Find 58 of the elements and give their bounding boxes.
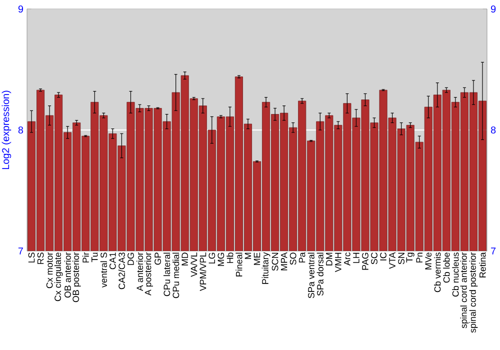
x-tick-label: VMH <box>335 252 342 272</box>
x-tick-label: SC <box>371 252 378 264</box>
x-tick-label: Cb lobe <box>443 252 450 283</box>
x-tick-label: Tg <box>406 252 414 262</box>
x-tick-label: Cx motor <box>46 252 53 288</box>
x-tick-label: OB anterior <box>64 252 71 298</box>
x-tick-label: CPu medial <box>172 252 180 298</box>
x-tick-label: VTA <box>389 252 396 269</box>
y-axis-title: Log2 (expression) <box>2 90 12 170</box>
x-tick-label: DG <box>128 252 134 265</box>
x-tick-label: SPa ventral <box>308 252 314 298</box>
x-tick-label: Pineal <box>236 252 242 276</box>
x-tick-label: CPu lateral <box>164 252 170 296</box>
x-tick-label: Retina <box>479 252 486 278</box>
x-tick-label: DM <box>326 252 332 266</box>
y-tick-label: 7 <box>18 248 23 254</box>
x-tick-label: ME <box>254 252 260 265</box>
x-tick-label: OB posterior <box>72 252 81 302</box>
x-tick-label: ventral S <box>100 252 107 288</box>
y2-tick-label: 7 <box>491 248 496 254</box>
x-tick-label: MPA <box>280 252 288 270</box>
y-tick-label: 9 <box>18 5 24 13</box>
x-tick-label: SPa dorsal <box>316 252 324 296</box>
x-tick-label: CA1 <box>110 252 116 270</box>
x-tick-label: Cb nucleus <box>452 252 459 297</box>
x-tick-label: MG <box>218 252 224 266</box>
x-tick-label: LS <box>28 252 35 262</box>
x-tick-label: VPM/VPL <box>200 252 206 292</box>
x-tick-label: SCN <box>272 252 278 271</box>
y-tick-label: 8 <box>18 126 24 134</box>
x-tick-label: SO <box>290 252 296 265</box>
x-tick-label: Pn <box>416 252 422 262</box>
x-tick-label: PAG <box>362 252 368 270</box>
x-tick-label: M <box>244 252 252 259</box>
x-tick-label: spinal cord anterior <box>460 252 469 328</box>
x-tick-label: RS <box>37 252 44 264</box>
x-tick-label: Tu <box>92 252 98 262</box>
x-tick-label: Cx cingulate <box>54 252 63 302</box>
x-tick-label: Pituitary <box>262 252 270 284</box>
x-tick-label: LH <box>353 252 360 263</box>
x-tick-label: Cb vermis <box>434 252 441 292</box>
x-tick-label: MD <box>182 252 188 266</box>
x-tick-label: VA/VL <box>190 252 198 277</box>
x-tick-label: Hb <box>226 252 234 263</box>
x-tick-label: CA2/CA3 <box>118 252 126 290</box>
x-tick-label: SN <box>398 252 404 264</box>
x-tick-label: A anterior <box>136 252 144 292</box>
x-tick-label: MVe <box>425 252 432 270</box>
x-tick-label: A posterior <box>144 252 153 296</box>
x-tick-label: IC <box>380 252 386 260</box>
x-tick-label: Arc <box>344 252 350 266</box>
x-tick-label: LG <box>208 252 216 264</box>
x-tick-label: spinal cord posterior <box>469 252 478 333</box>
y2-tick-label: 8 <box>490 126 496 134</box>
x-tick-label: GP <box>154 252 161 265</box>
x-tick-label: Pa <box>298 252 306 262</box>
y2-tick-label: 9 <box>490 5 496 13</box>
x-tick-label: Pir <box>82 252 89 262</box>
